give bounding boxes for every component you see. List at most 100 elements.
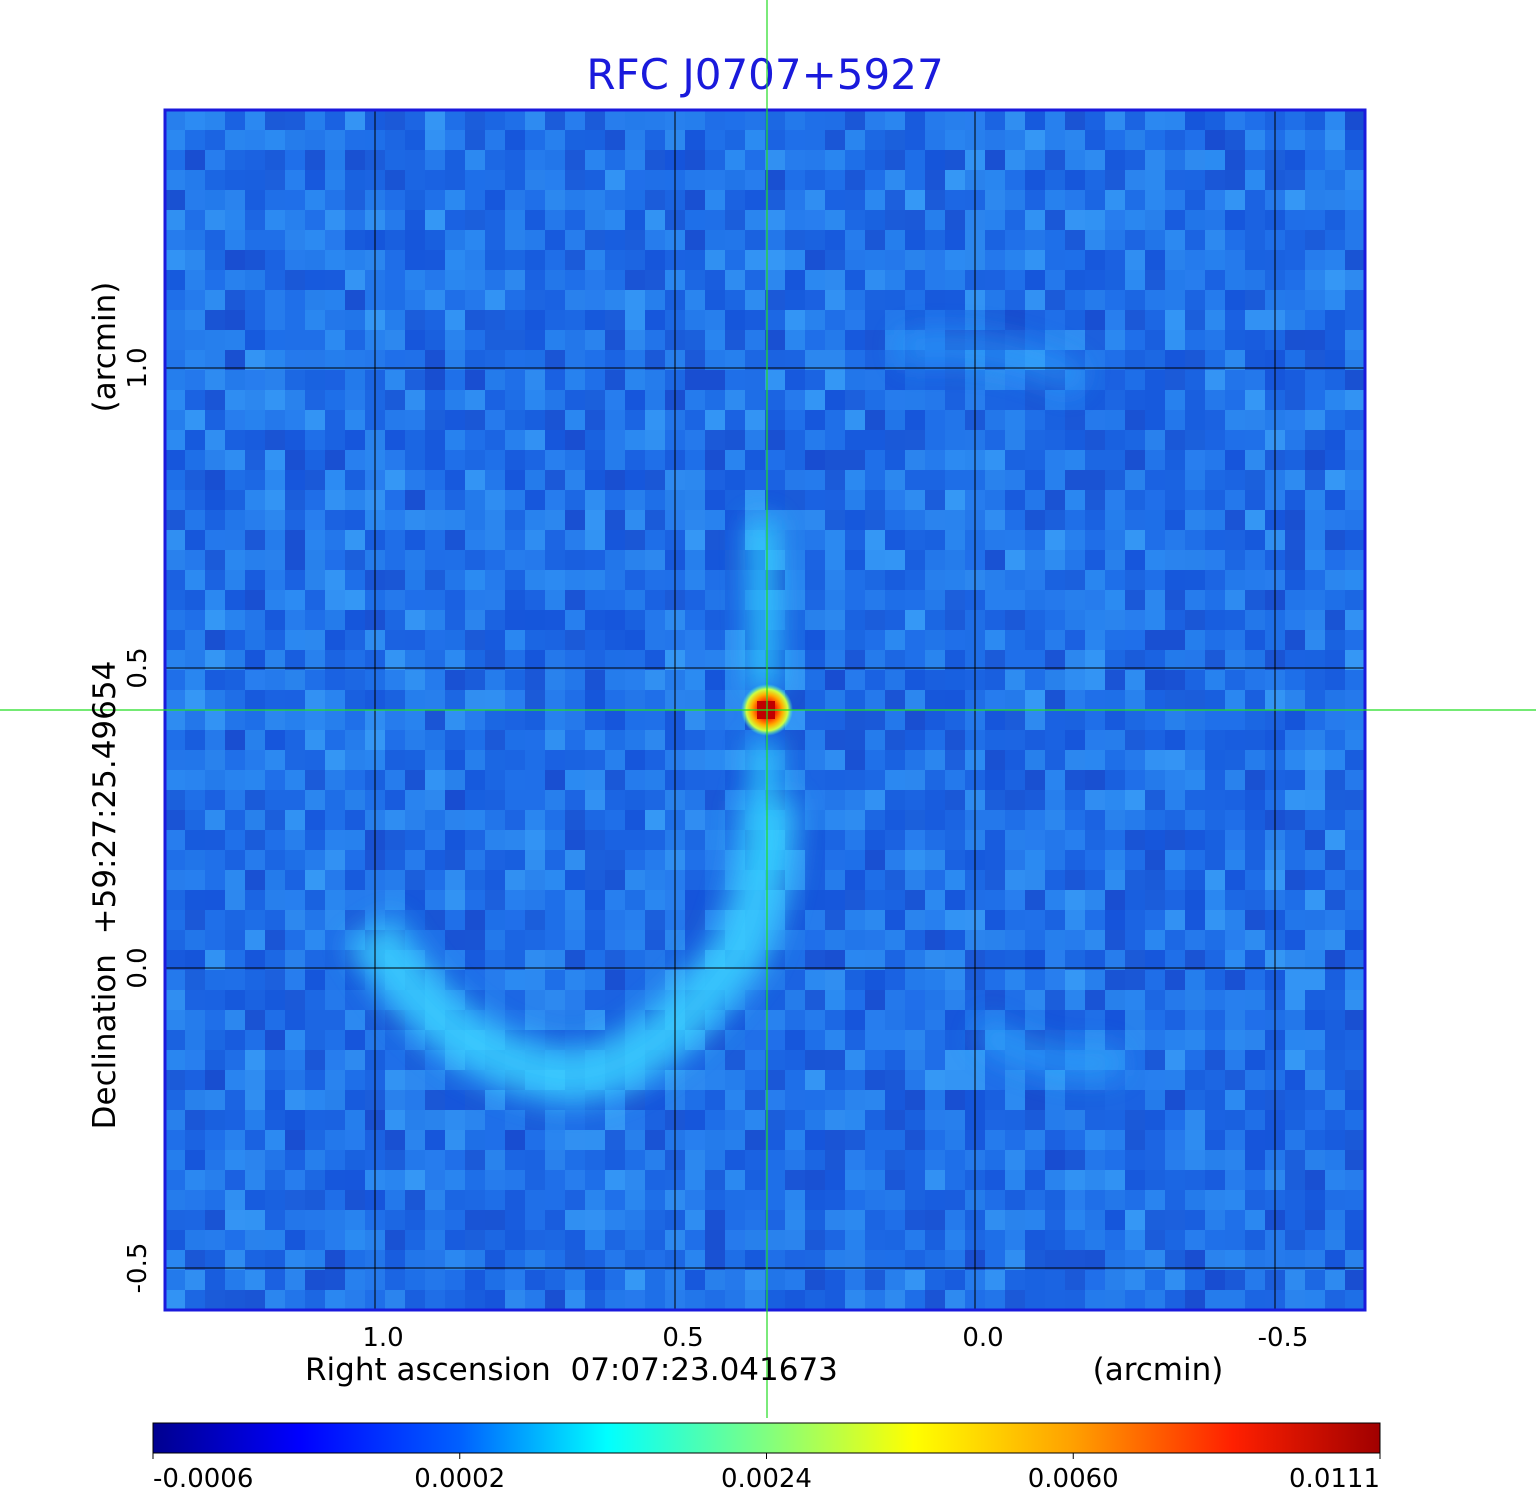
noise-pixel xyxy=(1045,470,1065,490)
noise-pixel xyxy=(585,1150,605,1170)
noise-pixel xyxy=(165,170,185,190)
noise-pixel xyxy=(265,970,285,990)
noise-pixel xyxy=(825,830,845,850)
noise-pixel xyxy=(845,510,865,530)
noise-pixel xyxy=(1345,290,1365,310)
noise-pixel xyxy=(525,370,545,390)
noise-pixel xyxy=(805,790,825,810)
noise-pixel xyxy=(1025,550,1045,570)
noise-pixel xyxy=(1305,150,1325,170)
noise-pixel xyxy=(385,770,405,790)
noise-pixel xyxy=(1205,290,1225,310)
noise-pixel xyxy=(185,710,205,730)
y-tick-label: 0.0 xyxy=(123,947,153,988)
noise-pixel xyxy=(265,630,285,650)
noise-pixel xyxy=(245,650,265,670)
noise-pixel xyxy=(285,330,305,350)
noise-pixel xyxy=(985,930,1005,950)
noise-pixel xyxy=(225,970,245,990)
noise-pixel xyxy=(565,930,585,950)
noise-pixel xyxy=(305,470,325,490)
noise-pixel xyxy=(585,210,605,230)
noise-pixel xyxy=(925,750,945,770)
noise-pixel xyxy=(745,410,765,430)
noise-pixel xyxy=(925,610,945,630)
noise-pixel xyxy=(725,570,745,590)
noise-pixel xyxy=(445,1170,465,1190)
noise-pixel xyxy=(205,270,225,290)
noise-pixel xyxy=(305,1130,325,1150)
noise-pixel xyxy=(325,670,345,690)
noise-pixel xyxy=(345,350,365,370)
noise-pixel xyxy=(385,690,405,710)
noise-pixel xyxy=(305,1010,325,1030)
noise-pixel xyxy=(225,330,245,350)
noise-pixel xyxy=(245,330,265,350)
noise-pixel xyxy=(205,790,225,810)
noise-pixel xyxy=(1305,810,1325,830)
noise-pixel xyxy=(1285,310,1305,330)
noise-pixel xyxy=(1105,530,1125,550)
noise-pixel xyxy=(425,550,445,570)
noise-pixel xyxy=(565,250,585,270)
noise-pixel xyxy=(1105,650,1125,670)
noise-pixel xyxy=(165,690,185,710)
noise-pixel xyxy=(685,610,705,630)
noise-pixel xyxy=(1345,690,1365,710)
noise-pixel xyxy=(885,1070,905,1090)
noise-pixel xyxy=(1345,570,1365,590)
noise-pixel xyxy=(805,470,825,490)
noise-pixel xyxy=(625,1290,645,1310)
noise-pixel xyxy=(605,970,625,990)
noise-pixel xyxy=(905,890,925,910)
noise-pixel xyxy=(925,550,945,570)
noise-pixel xyxy=(225,470,245,490)
noise-pixel xyxy=(905,1010,925,1030)
noise-pixel xyxy=(405,1090,425,1110)
noise-pixel xyxy=(265,390,285,410)
noise-pixel xyxy=(1085,190,1105,210)
noise-pixel xyxy=(445,390,465,410)
noise-pixel xyxy=(1085,1130,1105,1150)
noise-pixel xyxy=(685,1250,705,1270)
noise-pixel xyxy=(705,690,725,710)
noise-pixel xyxy=(1225,770,1245,790)
noise-pixel xyxy=(1125,330,1145,350)
noise-pixel xyxy=(1245,1250,1265,1270)
noise-pixel xyxy=(625,570,645,590)
noise-pixel xyxy=(1165,650,1185,670)
noise-pixel xyxy=(1045,1210,1065,1230)
noise-pixel xyxy=(1105,870,1125,890)
noise-pixel xyxy=(785,1210,805,1230)
noise-pixel xyxy=(985,650,1005,670)
noise-pixel xyxy=(445,950,465,970)
noise-pixel xyxy=(705,1210,725,1230)
noise-pixel xyxy=(1205,170,1225,190)
noise-pixel xyxy=(305,590,325,610)
noise-pixel xyxy=(445,250,465,270)
noise-pixel xyxy=(565,670,585,690)
noise-pixel xyxy=(505,730,525,750)
noise-pixel xyxy=(245,590,265,610)
noise-pixel xyxy=(525,470,545,490)
noise-pixel xyxy=(405,910,425,930)
noise-pixel xyxy=(925,1070,945,1090)
noise-pixel xyxy=(405,270,425,290)
noise-pixel xyxy=(725,510,745,530)
noise-pixel xyxy=(605,1110,625,1130)
noise-pixel xyxy=(1005,930,1025,950)
noise-pixel xyxy=(605,670,625,690)
noise-pixel xyxy=(585,570,605,590)
noise-pixel xyxy=(725,130,745,150)
noise-pixel xyxy=(385,1070,405,1090)
noise-pixel xyxy=(605,110,625,130)
noise-pixel xyxy=(1065,690,1085,710)
noise-pixel xyxy=(1125,410,1145,430)
noise-pixel xyxy=(745,130,765,150)
noise-pixel xyxy=(845,990,865,1010)
noise-pixel xyxy=(165,290,185,310)
noise-pixel xyxy=(845,590,865,610)
noise-pixel xyxy=(765,1170,785,1190)
noise-pixel xyxy=(825,1190,845,1210)
noise-pixel xyxy=(865,570,885,590)
